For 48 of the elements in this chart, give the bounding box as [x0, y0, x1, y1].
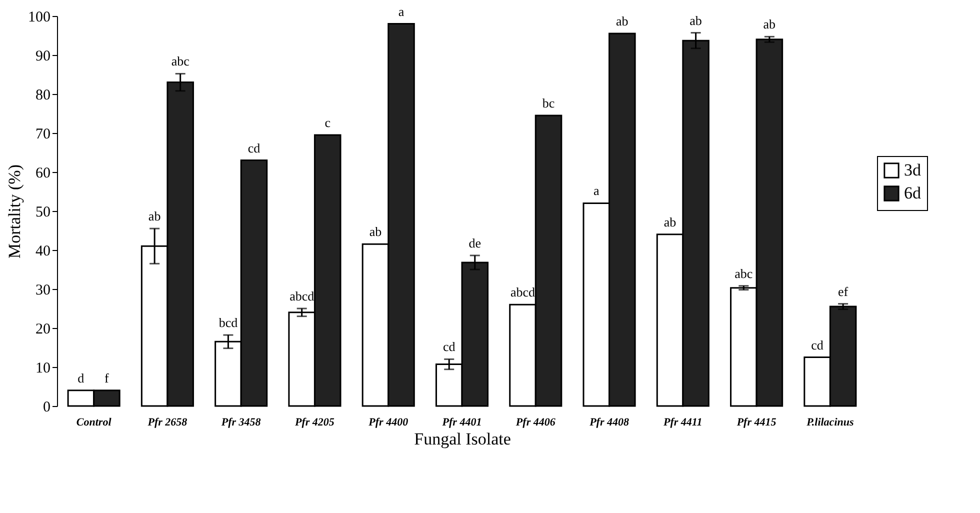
x-tick-label: Pfr 4406 — [516, 416, 556, 428]
data-label: a — [593, 183, 600, 198]
data-label: ef — [838, 284, 849, 299]
x-tick-label: Pfr 2658 — [148, 416, 188, 428]
y-tick-label: 0 — [43, 400, 50, 416]
legend-label: 3d — [904, 160, 922, 180]
y-tick-label: 60 — [36, 166, 50, 182]
data-label: abc — [734, 266, 753, 281]
data-label: c — [324, 114, 331, 130]
data-label: cd — [248, 140, 261, 156]
y-tick-label: 90 — [36, 48, 50, 64]
y-tick-label: 40 — [36, 244, 50, 260]
data-label: ab — [664, 214, 676, 230]
x-tick-label: Pfr 4205 — [295, 416, 335, 428]
x-tick-label: P.lilacinus — [806, 416, 854, 428]
y-tick-label: 70 — [36, 126, 50, 142]
x-tick-label: Pfr 3458 — [221, 416, 262, 428]
legend-label: 6d — [904, 184, 922, 202]
y-tick-label: 20 — [36, 322, 50, 338]
data-label: cd — [811, 337, 824, 352]
x-tick-label: Pfr 4415 — [736, 416, 777, 428]
x-tick-label: Pfr 4401 — [442, 416, 482, 428]
x-tick-label: Pfr 4408 — [590, 416, 630, 428]
y-axis-title: Mortality (%) — [5, 164, 24, 258]
data-label: bc — [542, 95, 555, 110]
data-label: bcd — [218, 315, 238, 330]
data-label: cd — [442, 339, 456, 354]
data-label: f — [104, 370, 110, 386]
x-tick-label: Control — [76, 416, 112, 428]
x-tick-label: Pfr 4400 — [368, 416, 409, 428]
data-label: ab — [148, 208, 161, 224]
data-label: ab — [690, 12, 702, 28]
y-tick-label: 80 — [36, 88, 50, 104]
y-tick-label: 100 — [28, 10, 50, 26]
y-tick-label: 10 — [36, 360, 50, 376]
data-label: a — [398, 4, 404, 19]
y-tick-label: 30 — [36, 282, 50, 298]
data-label: d — [78, 370, 85, 386]
data-label: de — [468, 235, 482, 250]
x-axis-title: Fungal Isolate — [414, 430, 511, 448]
data-label: abcd — [290, 288, 315, 304]
data-label: ab — [369, 224, 382, 240]
data-label: ab — [763, 16, 776, 32]
y-tick-label: 50 — [36, 204, 50, 220]
data-label: ab — [616, 14, 628, 29]
x-tick-label: Pfr 4411 — [664, 416, 702, 428]
data-label: abcd — [510, 284, 536, 300]
data-label: abc — [171, 54, 190, 69]
